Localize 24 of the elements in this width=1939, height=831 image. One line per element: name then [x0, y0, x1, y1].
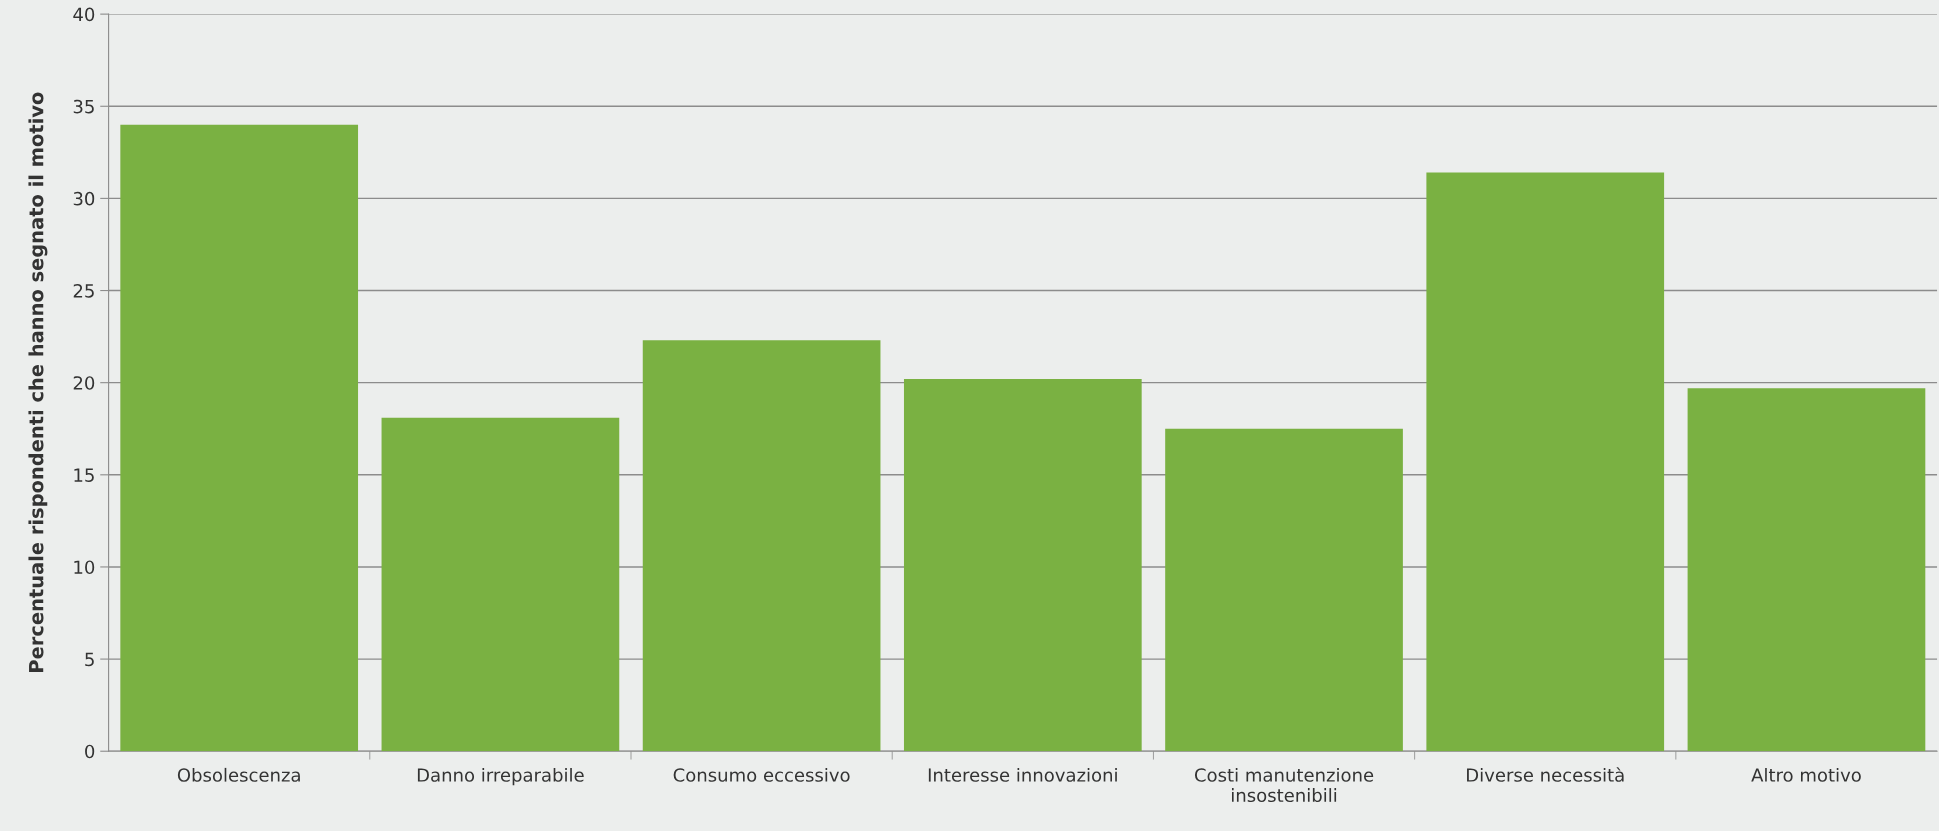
- y-tick-label: 5: [85, 652, 94, 667]
- x-tick-label: Diverse necessità: [1467, 767, 1624, 782]
- x-tick-label: Interesse innovazioni: [928, 767, 1117, 782]
- y-tick-label: 15: [74, 468, 94, 482]
- x-tick-label: Danno irreparabile: [417, 767, 584, 786]
- y-tick-label: 0: [85, 744, 95, 759]
- y-tick-label: 30: [73, 191, 95, 206]
- bar: [1426, 172, 1665, 752]
- x-tick-label: Altro motivo: [1751, 767, 1861, 782]
- y-tick-label: 20: [73, 376, 95, 390]
- bar: [903, 378, 1142, 752]
- bar: [1687, 388, 1926, 752]
- bar: [642, 340, 881, 752]
- bar: [1165, 428, 1403, 752]
- y-tick-label: 40: [73, 7, 95, 22]
- x-tick-label: Costi manutenzione insostenibili: [1194, 767, 1374, 803]
- x-tick-label: Consumo eccessivo: [673, 767, 850, 782]
- bar: [381, 417, 620, 752]
- bar: [120, 124, 359, 752]
- y-tick-label: 10: [74, 560, 95, 575]
- y-tick-label: 25: [73, 284, 94, 298]
- y-axis-title: Percentuale rispondenti che hanno segnato il motivo: [28, 92, 48, 672]
- y-tick-label: 35: [73, 99, 94, 114]
- x-tick-label: Obsolescenza: [177, 767, 300, 782]
